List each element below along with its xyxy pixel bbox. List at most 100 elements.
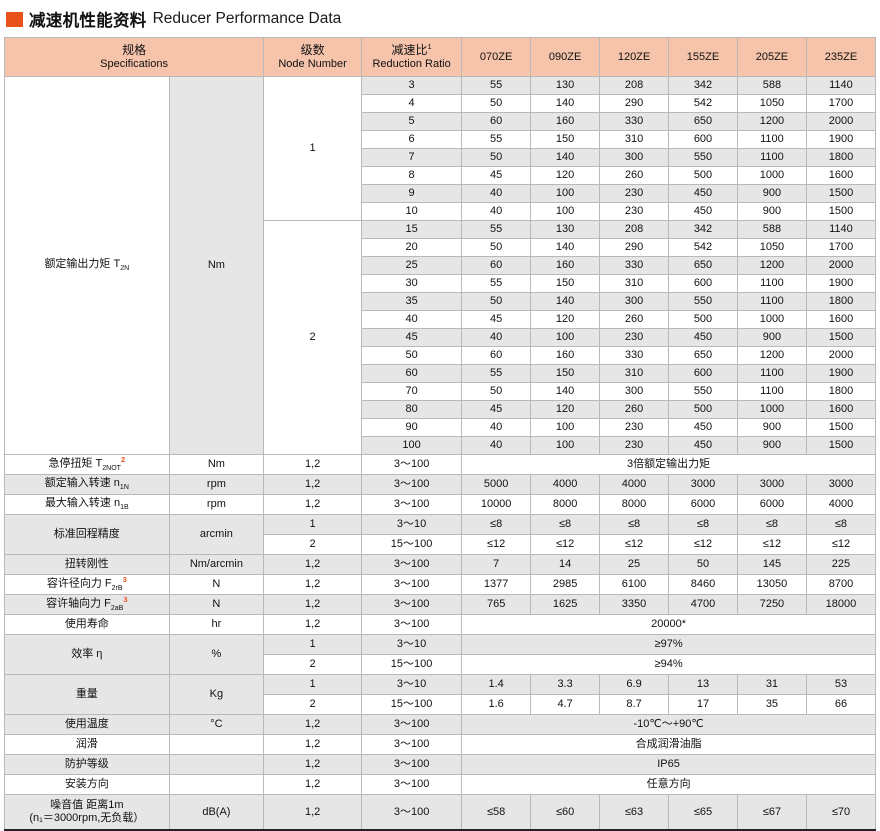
- spec-span-value: 3倍额定输出力矩: [461, 454, 876, 475]
- spec-span-value: 20000*: [461, 614, 876, 635]
- spec-unit-9: Kg: [168, 674, 265, 715]
- torque-value-235ze: 1600: [805, 166, 877, 185]
- spec-node-number: 1,2: [263, 794, 363, 831]
- torque-value-205ze: 1200: [736, 256, 807, 275]
- spec-value-205ze: 6000: [736, 494, 807, 515]
- torque-value-235ze: 1140: [805, 220, 877, 239]
- spec-node-number: 1,2: [263, 574, 363, 595]
- header-specifications: 规格 Specifications: [3, 37, 265, 77]
- spec-value-090ze: 4.7: [530, 694, 601, 715]
- table-row: 20 50 140 290 542 1050 1700: [5, 238, 877, 257]
- table-row: 安装方向 1,2 3～100 任意方向: [4, 774, 876, 795]
- spec-node-number: 1: [263, 634, 363, 655]
- spec-node-number: 1,2: [263, 494, 363, 515]
- torque-value-120ze: 230: [599, 436, 670, 455]
- spec-reduction-ratio: 3～100: [361, 494, 463, 515]
- header-reduction-ratio-cn: 减速比1: [391, 42, 432, 58]
- spec-value-070ze: ≤8: [461, 514, 532, 535]
- spec-reduction-ratio: 3～100: [361, 594, 463, 615]
- torque-value-155ze: 600: [668, 364, 738, 383]
- table-row: 重量 Kg 1 3～10 1.4 3.3 6.9 13 31 53: [4, 674, 877, 715]
- torque-value-120ze: 290: [599, 238, 670, 257]
- torque-value-090ze: 120: [530, 166, 601, 185]
- header-node-number-en: Node Number: [278, 57, 347, 70]
- torque-value-090ze: 100: [530, 436, 601, 455]
- reducer-performance-table: 规格 Specifications 级数 Node Number 减速比1 Re…: [3, 37, 877, 831]
- torque-value-120ze: 300: [599, 148, 670, 167]
- torque-value-070ze: 40: [461, 436, 532, 455]
- spec-reduction-ratio: 15～100: [361, 534, 463, 555]
- torque-value-155ze: 500: [668, 310, 738, 329]
- torque-value-205ze: 1100: [736, 148, 807, 167]
- spec-value-155ze: ≤65: [668, 794, 738, 831]
- spec-value-235ze: ≤70: [805, 794, 877, 831]
- torque-value-070ze: 40: [461, 184, 532, 203]
- title-english: Reducer Performance Data: [152, 10, 342, 27]
- spec-reduction-ratio: 3～10: [361, 514, 463, 535]
- spec-value-235ze: 8700: [805, 574, 877, 595]
- table-body: 额定输出力矩 T2N Nm 1 3 55 130 208 342 588 1140 4 50 140 29…: [4, 76, 877, 831]
- torque-value-090ze: 140: [530, 238, 601, 257]
- spec-node-number: 1,2: [263, 614, 363, 635]
- table-row: 急停扭矩 T2NOT2 Nm 1,2 3～100 3倍额定输出力矩: [4, 454, 876, 475]
- torque-value-120ze: 310: [599, 274, 670, 293]
- torque-value-070ze: 50: [461, 94, 532, 113]
- table-row: 90 40 100 230 450 900 1500: [5, 418, 877, 437]
- torque-value-155ze: 450: [668, 328, 738, 347]
- torque-value-090ze: 140: [530, 94, 601, 113]
- spec-node-number: 1,2: [263, 454, 363, 475]
- spec-value-235ze: 66: [805, 694, 877, 715]
- torque-value-120ze: 230: [599, 418, 670, 437]
- torque-value-090ze: 140: [530, 148, 601, 167]
- torque-value-235ze: 1600: [805, 310, 877, 329]
- spec-node-number: 1,2: [263, 554, 363, 575]
- spec-node-number: 1,2: [263, 594, 363, 615]
- torque-value-155ze: 450: [668, 202, 738, 221]
- torque-value-205ze: 1100: [736, 364, 807, 383]
- torque-value-120ze: 330: [599, 346, 670, 365]
- torque-value-070ze: 40: [461, 418, 532, 437]
- spec-value-090ze: ≤60: [530, 794, 601, 831]
- spec-reduction-ratio: 15～100: [361, 654, 463, 675]
- spec-value-090ze: 8000: [530, 494, 601, 515]
- spec-node-number: 1,2: [263, 714, 363, 735]
- table-row: 8 45 120 260 500 1000 1600: [5, 166, 877, 185]
- spec-value-235ze: 225: [805, 554, 877, 575]
- torque-value-120ze: 290: [599, 94, 670, 113]
- torque-value-070ze: 40: [461, 328, 532, 347]
- spec-reduction-ratio: 3～100: [361, 794, 463, 831]
- header-model-235ze: 235ZE: [805, 37, 877, 77]
- torque-value-070ze: 50: [461, 148, 532, 167]
- torque-value-235ze: 2000: [805, 256, 877, 275]
- reduction-ratio-value: 30: [361, 274, 463, 293]
- torque-value-235ze: 1800: [805, 382, 877, 401]
- torque-value-155ze: 650: [668, 346, 738, 365]
- torque-value-205ze: 1050: [736, 238, 807, 257]
- spec-label-7: 使用寿命: [4, 614, 170, 635]
- spec-unit-8: %: [168, 634, 265, 675]
- spec-unit-2: rpm: [168, 494, 265, 515]
- spec-value-070ze: 7: [461, 554, 532, 575]
- header-reduction-ratio: 减速比1 Reduction Ratio: [361, 37, 463, 77]
- torque-value-070ze: 55: [461, 274, 532, 293]
- spec-value-205ze: 3000: [736, 474, 807, 495]
- torque-value-235ze: 1700: [805, 94, 877, 113]
- torque-value-155ze: 450: [668, 184, 738, 203]
- table-row: 35 50 140 300 550 1100 1800: [5, 292, 877, 311]
- spec-value-120ze: 25: [599, 554, 670, 575]
- spec-node-number: 2: [263, 534, 363, 555]
- reduction-ratio-value: 25: [361, 256, 463, 275]
- reduction-ratio-value: 7: [361, 148, 463, 167]
- header-model-205ze: 205ZE: [736, 37, 807, 77]
- spec-label-2: 最大输入转速 n1B: [4, 494, 170, 515]
- spec-span-value: 任意方向: [461, 774, 876, 795]
- reduction-ratio-value: 10: [361, 202, 463, 221]
- torque-value-155ze: 550: [668, 148, 738, 167]
- reduction-ratio-value: 20: [361, 238, 463, 257]
- table-row: 最大输入转速 n1B rpm 1,2 3～100 10000 8000 8000 6000 60…: [4, 494, 877, 515]
- spec-value-090ze: 4000: [530, 474, 601, 495]
- spec-reduction-ratio: 3～100: [361, 714, 463, 735]
- torque-value-120ze: 230: [599, 328, 670, 347]
- spec-value-070ze: 1.6: [461, 694, 532, 715]
- spec-label-13: 安装方向: [4, 774, 170, 795]
